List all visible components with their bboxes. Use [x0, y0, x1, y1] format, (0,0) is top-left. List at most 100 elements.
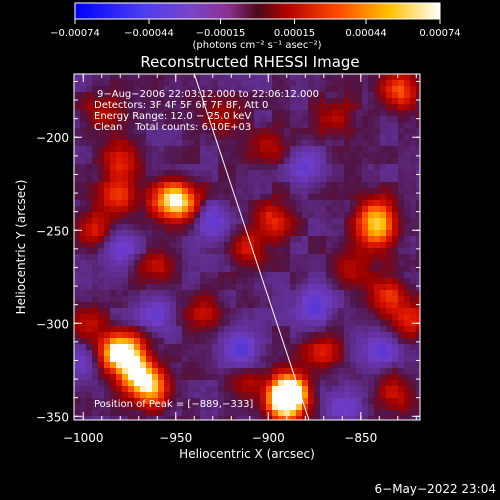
heatmap-cell: [230, 356, 237, 363]
heatmap-cell: [314, 410, 321, 417]
heatmap-cell: [182, 368, 189, 375]
heatmap-cell: [356, 266, 363, 273]
heatmap-cell: [296, 122, 303, 129]
heatmap-cell: [104, 164, 111, 171]
heatmap-cell: [332, 272, 339, 279]
heatmap-cell: [224, 74, 231, 81]
heatmap-cell: [404, 200, 411, 207]
heatmap-cell: [224, 314, 231, 321]
heatmap-cell: [290, 296, 297, 303]
heatmap-cell: [212, 158, 219, 165]
heatmap-cell: [326, 356, 333, 363]
heatmap-cell: [266, 242, 273, 249]
heatmap-cell: [248, 116, 255, 123]
heatmap-cell: [170, 344, 177, 351]
heatmap-cell: [368, 200, 375, 207]
heatmap-cell: [176, 320, 183, 327]
heatmap-cell: [272, 362, 279, 369]
heatmap-cell: [128, 410, 135, 417]
heatmap-cell: [242, 146, 249, 153]
heatmap-cell: [326, 86, 333, 93]
heatmap-cell: [104, 212, 111, 219]
heatmap-cell: [98, 194, 105, 201]
heatmap-cell: [74, 188, 81, 195]
heatmap-cell: [200, 176, 207, 183]
heatmap-cell: [182, 128, 189, 135]
heatmap-cell: [416, 356, 420, 363]
heatmap-cell: [332, 122, 339, 129]
heatmap-cell: [152, 350, 159, 357]
heatmap-cell: [158, 176, 165, 183]
heatmap-cell: [164, 74, 171, 81]
heatmap-cell: [92, 104, 99, 111]
heatmap-cell: [386, 398, 393, 405]
heatmap-cell: [74, 116, 81, 123]
heatmap-cell: [140, 194, 147, 201]
heatmap-cell: [206, 266, 213, 273]
heatmap-cell: [206, 308, 213, 315]
heatmap-cell: [134, 146, 141, 153]
heatmap-cell: [176, 134, 183, 141]
heatmap-cell: [374, 170, 381, 177]
heatmap-cell: [116, 128, 123, 135]
heatmap-cell: [194, 110, 201, 117]
heatmap-cell: [224, 212, 231, 219]
heatmap-cell: [272, 260, 279, 267]
heatmap-cell: [278, 194, 285, 201]
heatmap-cell: [356, 128, 363, 135]
heatmap-cell: [116, 170, 123, 177]
heatmap-cell: [392, 134, 399, 141]
heatmap-cell: [350, 338, 357, 345]
heatmap-cell: [164, 152, 171, 159]
heatmap-cell: [188, 338, 195, 345]
heatmap-cell: [182, 374, 189, 381]
heatmap-cell: [362, 236, 369, 243]
heatmap-cell: [116, 230, 123, 237]
heatmap-cell: [116, 356, 123, 363]
heatmap-cell: [314, 392, 321, 399]
heatmap-cell: [110, 98, 117, 105]
heatmap-cell: [218, 92, 225, 99]
heatmap-cell: [236, 134, 243, 141]
heatmap-cell: [338, 98, 345, 105]
heatmap-cell: [326, 398, 333, 405]
heatmap-cell: [152, 152, 159, 159]
heatmap-cell: [410, 344, 417, 351]
heatmap-cell: [218, 206, 225, 213]
heatmap-cell: [164, 398, 171, 405]
heatmap-cell: [368, 356, 375, 363]
heatmap-cell: [374, 344, 381, 351]
heatmap-cell: [122, 242, 129, 249]
heatmap-cell: [254, 182, 261, 189]
heatmap-cell: [368, 206, 375, 213]
heatmap-cell: [218, 314, 225, 321]
heatmap-cell: [266, 92, 273, 99]
heatmap-cell: [278, 122, 285, 129]
heatmap-cell: [416, 398, 420, 405]
heatmap-cell: [344, 344, 351, 351]
heatmap-cell: [314, 308, 321, 315]
heatmap-cell: [176, 128, 183, 135]
heatmap-cell: [116, 374, 123, 381]
heatmap-cell: [284, 368, 291, 375]
heatmap-cell: [368, 332, 375, 339]
heatmap-cell: [110, 374, 117, 381]
heatmap-cell: [278, 284, 285, 291]
heatmap-cell: [356, 86, 363, 93]
heatmap-cell: [284, 134, 291, 141]
heatmap-cell: [416, 410, 420, 417]
heatmap-cell: [146, 110, 153, 117]
heatmap-cell: [194, 140, 201, 147]
heatmap-cell: [266, 404, 273, 411]
heatmap-cell: [236, 194, 243, 201]
heatmap-cell: [344, 386, 351, 393]
heatmap-cell: [302, 182, 309, 189]
heatmap-cell: [356, 410, 363, 417]
heatmap-cell: [104, 224, 111, 231]
heatmap-cell: [80, 248, 87, 255]
heatmap-cell: [392, 338, 399, 345]
heatmap-cell: [338, 266, 345, 273]
heatmap-cell: [284, 314, 291, 321]
heatmap-cell: [158, 296, 165, 303]
heatmap-cell: [302, 386, 309, 393]
